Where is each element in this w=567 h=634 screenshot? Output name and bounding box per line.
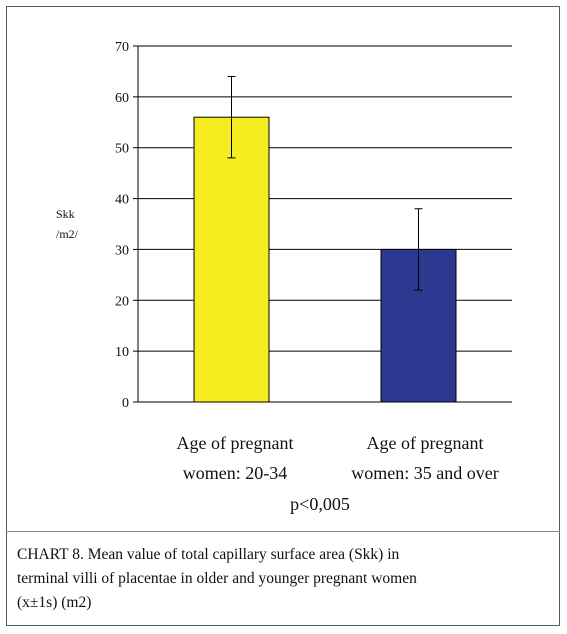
figure-frame: [6, 6, 560, 626]
category-label-1: Age of pregnant women: 20-34: [140, 428, 330, 488]
figure-caption: CHART 8. Mean value of total capillary s…: [17, 543, 553, 615]
caption-divider: [6, 531, 560, 532]
y-tick-label: 70: [115, 40, 129, 55]
y-tick-label: 30: [115, 243, 129, 258]
category-label-2-line-2: women: 35 and over: [351, 463, 499, 483]
category-label-1-line-1: Age of pregnant: [176, 433, 294, 453]
y-tick-label: 40: [115, 193, 129, 208]
caption-line-3: (x±1s) (m2): [17, 594, 92, 611]
y-tick-label: 10: [115, 345, 129, 360]
category-label-2: Age of pregnant women: 35 and over: [330, 428, 520, 488]
y-tick-label: 0: [122, 396, 129, 411]
caption-line-1: CHART 8. Mean value of total capillary s…: [17, 546, 400, 563]
p-value-annotation: p<0,005: [290, 494, 350, 514]
category-label-1-line-2: women: 20-34: [182, 463, 288, 483]
bar: [193, 116, 270, 403]
y-axis-label-line-1: Skk: [56, 207, 75, 221]
y-axis-label-line-2: /m2/: [56, 227, 79, 241]
category-label-2-line-1: Age of pregnant: [366, 433, 484, 453]
y-tick-label: 20: [115, 294, 129, 309]
y-tick-label: 50: [115, 142, 129, 157]
caption-line-2: terminal villi of placentae in older and…: [17, 570, 417, 587]
y-axis-label: Skk /m2/: [56, 204, 96, 244]
y-tick-label: 60: [115, 91, 129, 106]
